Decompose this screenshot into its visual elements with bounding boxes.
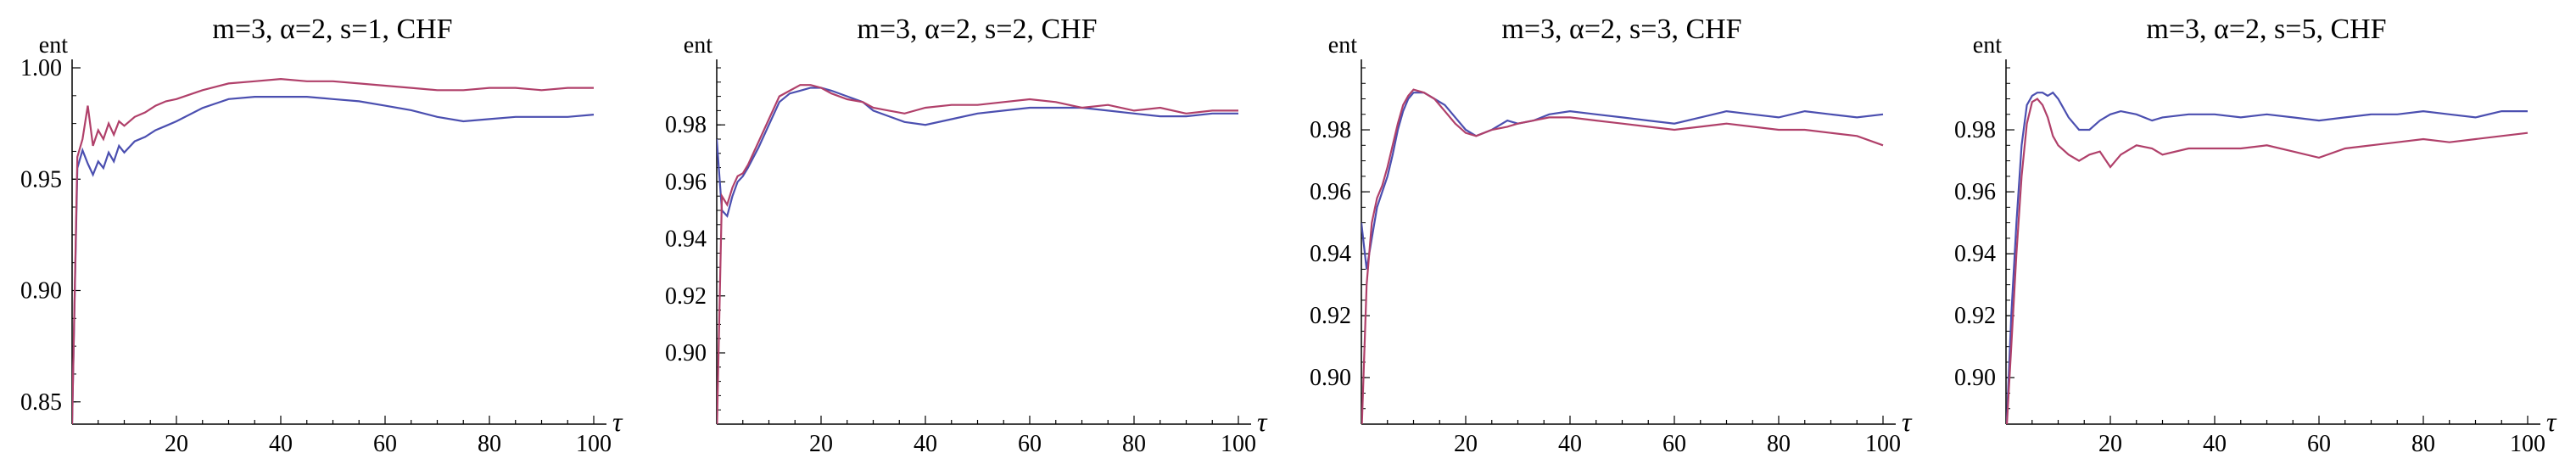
- x-tick-label: 80: [478, 431, 501, 457]
- y-tick-label: 0.90: [20, 278, 62, 305]
- chart-panel-1: m=3, α=2, s=1, CHF ent τ 20 40 60 80 100 0.85 0.9…: [20, 14, 623, 457]
- y-tick-label: 0.94: [1954, 241, 1996, 267]
- x-tick-label: 20: [1454, 431, 1478, 457]
- y-tick-label: 0.85: [20, 389, 62, 416]
- chart-panel-4: m=3, α=2, s=5, CHF ent τ 20 40 60 80 100 0.90 0.9…: [1954, 14, 2557, 457]
- y-tick-label: 0.94: [665, 226, 707, 253]
- x-tick-label: 100: [2510, 431, 2545, 457]
- y-tick-label: 0.92: [1954, 303, 1996, 329]
- y-tick-label: 1.00: [20, 55, 62, 81]
- x-axis-label: τ: [2546, 406, 2557, 437]
- y-axis-label: ent: [684, 32, 712, 59]
- x-tick-label: 60: [373, 431, 397, 457]
- y-tick-label: 0.98: [1954, 117, 1996, 143]
- y-tick-label: 0.98: [665, 112, 707, 138]
- series-line-1: [2006, 91, 2528, 424]
- y-tick-label: 0.94: [1310, 241, 1351, 267]
- series-line-1: [1361, 92, 1884, 270]
- x-tick-label: 60: [1662, 431, 1686, 457]
- x-tick-label: 20: [2098, 431, 2122, 457]
- y-axis-label: ent: [39, 32, 68, 59]
- y-axis-label: ent: [1973, 32, 2002, 59]
- series-line-2: [72, 77, 594, 424]
- x-tick-label: 40: [914, 431, 937, 457]
- x-tick-label: 80: [1767, 431, 1791, 457]
- chart-panel-3: m=3, α=2, s=3, CHF ent τ 20 40 60 80 100 0.90 0.9…: [1310, 14, 1913, 457]
- x-axis-label: τ: [1902, 406, 1913, 437]
- y-tick-label: 0.90: [1954, 365, 1996, 391]
- y-tick-label: 0.92: [665, 283, 707, 310]
- chart-title: m=3, α=2, s=2, CHF: [857, 14, 1097, 45]
- chart-title: m=3, α=2, s=1, CHF: [212, 14, 452, 45]
- x-tick-label: 100: [1221, 431, 1256, 457]
- series-line-2: [2006, 98, 2529, 424]
- x-tick-label: 40: [2203, 431, 2227, 457]
- chart-title: m=3, α=2, s=3, CHF: [1501, 14, 1741, 45]
- y-tick-label: 0.96: [1310, 179, 1351, 205]
- y-tick-label: 0.98: [1310, 117, 1351, 143]
- x-tick-label: 80: [2411, 431, 2435, 457]
- y-tick-label: 0.96: [665, 169, 707, 195]
- y-tick-label: 0.90: [1310, 365, 1351, 391]
- series-line-1: [72, 96, 595, 424]
- x-tick-label: 100: [1865, 431, 1901, 457]
- x-tick-label: 60: [1018, 431, 1042, 457]
- y-tick-label: 0.95: [20, 166, 62, 193]
- x-axis-label: τ: [612, 406, 623, 437]
- x-tick-label: 40: [1558, 431, 1582, 457]
- y-tick-label: 0.90: [665, 340, 707, 366]
- x-tick-label: 20: [809, 431, 833, 457]
- y-tick-label: 0.92: [1310, 303, 1351, 329]
- series-line-2: [1361, 88, 1884, 424]
- y-axis-label: ent: [1328, 32, 1357, 59]
- x-tick-label: 100: [576, 431, 612, 457]
- x-tick-label: 80: [1122, 431, 1146, 457]
- chart-panel-2: m=3, α=2, s=2, CHF ent τ 20 40 60 80 100 0.90 0.9…: [665, 14, 1268, 457]
- x-tick-label: 40: [269, 431, 293, 457]
- x-axis-label: τ: [1257, 406, 1268, 437]
- x-tick-label: 20: [165, 431, 188, 457]
- series-line-2: [717, 84, 1238, 424]
- chart-title: m=3, α=2, s=5, CHF: [2146, 14, 2386, 45]
- x-tick-label: 60: [2307, 431, 2331, 457]
- y-tick-label: 0.96: [1954, 179, 1996, 205]
